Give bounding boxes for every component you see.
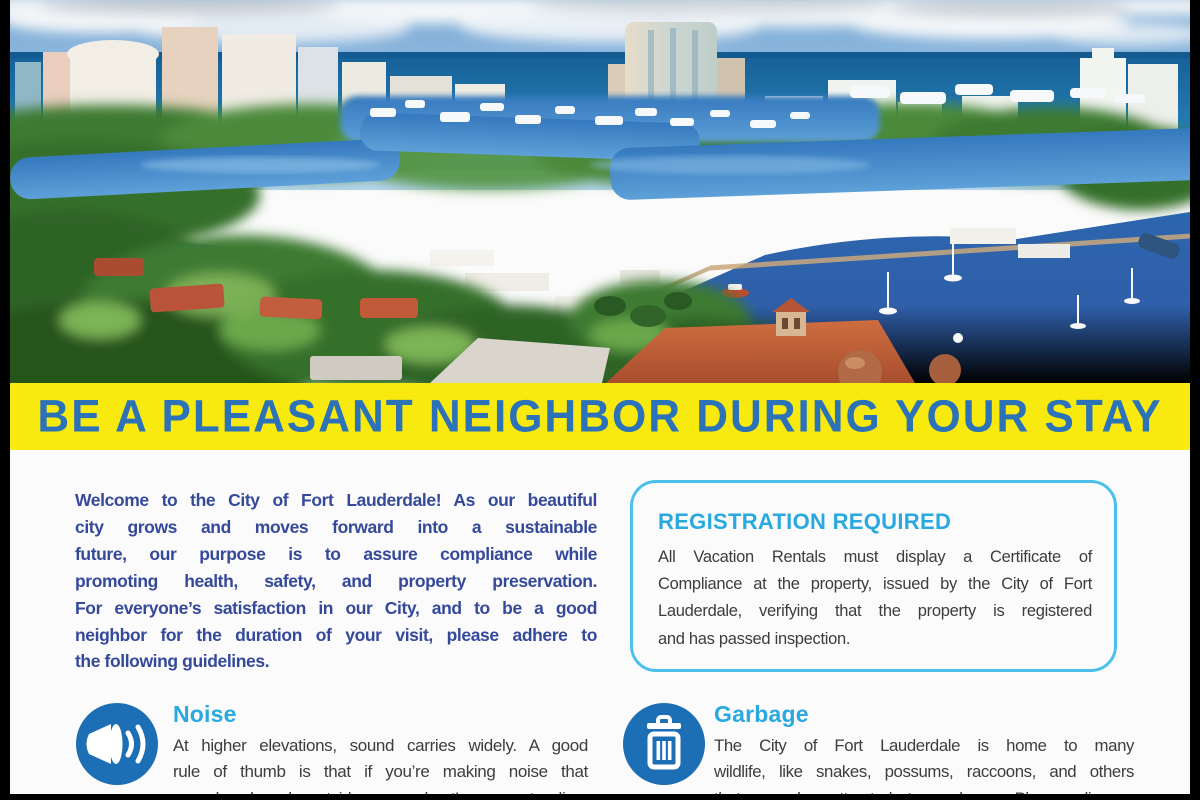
- section-title-noise: Noise: [173, 701, 237, 727]
- rooftops-layer: [94, 258, 961, 383]
- text-line: the following guidelines.: [75, 651, 270, 672]
- registration-box: REGISTRATION REQUIRED All Vacation Renta…: [630, 480, 1117, 672]
- text-line: Welcome to the City of Fort Lauderdale! …: [75, 490, 597, 510]
- text-line: Compliance at the property, issued by th…: [658, 575, 1092, 594]
- sailboats: [622, 237, 1140, 343]
- text-line: All Vacation Rentals must display a Cert…: [658, 548, 1092, 566]
- text-line: For everyone’s satisfaction in our City,…: [75, 597, 597, 618]
- intro-paragraph: Welcome to the City of Fort Lauderdale! …: [75, 487, 597, 675]
- text-line: The City of Fort Lauderdale is home to m…: [714, 736, 1134, 755]
- text-line: neighbor for the duration of your visit,…: [75, 624, 597, 645]
- text-line: rule of thumb is that if you’re making n…: [173, 762, 588, 782]
- text-line: At higher elevations, sound carries wide…: [173, 736, 588, 755]
- text-line: wildlife, like snakes, possums, raccoons…: [714, 762, 1134, 782]
- hero-photo: [10, 0, 1190, 383]
- section-noise: Noise At higher elevations, sound carrie…: [76, 703, 588, 794]
- title-banner: BE A PLEASANT NEIGHBOR DURING YOUR STAY: [10, 383, 1190, 450]
- section-body-garbage: The City of Fort Lauderdale is home to m…: [714, 733, 1134, 794]
- text-line: and has passed inspection.: [658, 629, 851, 648]
- text-line: city grows and moves forward into a sust…: [75, 516, 597, 537]
- text-line: can be heard outside your host’s propert…: [173, 786, 588, 794]
- text-line: Lauderdale, verifying that the property …: [658, 602, 1092, 621]
- hero-photo-illustration: [10, 0, 1190, 383]
- registration-body: All Vacation Rentals must display a Cert…: [658, 544, 1092, 653]
- section-title-garbage: Garbage: [714, 701, 809, 727]
- text-line: future, our purpose is to assure complia…: [75, 543, 597, 564]
- text-line: promoting health, safety, and property p…: [75, 570, 597, 591]
- section-garbage: Garbage The City of Fort Lauderdale is h…: [623, 703, 1134, 794]
- text-line: that can be attracted to garbage. Please…: [714, 786, 1134, 794]
- registration-title: REGISTRATION REQUIRED: [658, 509, 952, 534]
- speaker-icon: [76, 703, 158, 785]
- boats-layer: [370, 84, 1180, 343]
- banner-title: BE A PLEASANT NEIGHBOR DURING YOUR STAY: [37, 390, 1163, 442]
- flyer-page: BE A PLEASANT NEIGHBOR DURING YOUR STAY …: [10, 0, 1190, 794]
- content-area: Welcome to the City of Fort Lauderdale! …: [10, 450, 1190, 794]
- trash-icon: [623, 703, 705, 785]
- section-body-noise: At higher elevations, sound carries wide…: [173, 733, 588, 794]
